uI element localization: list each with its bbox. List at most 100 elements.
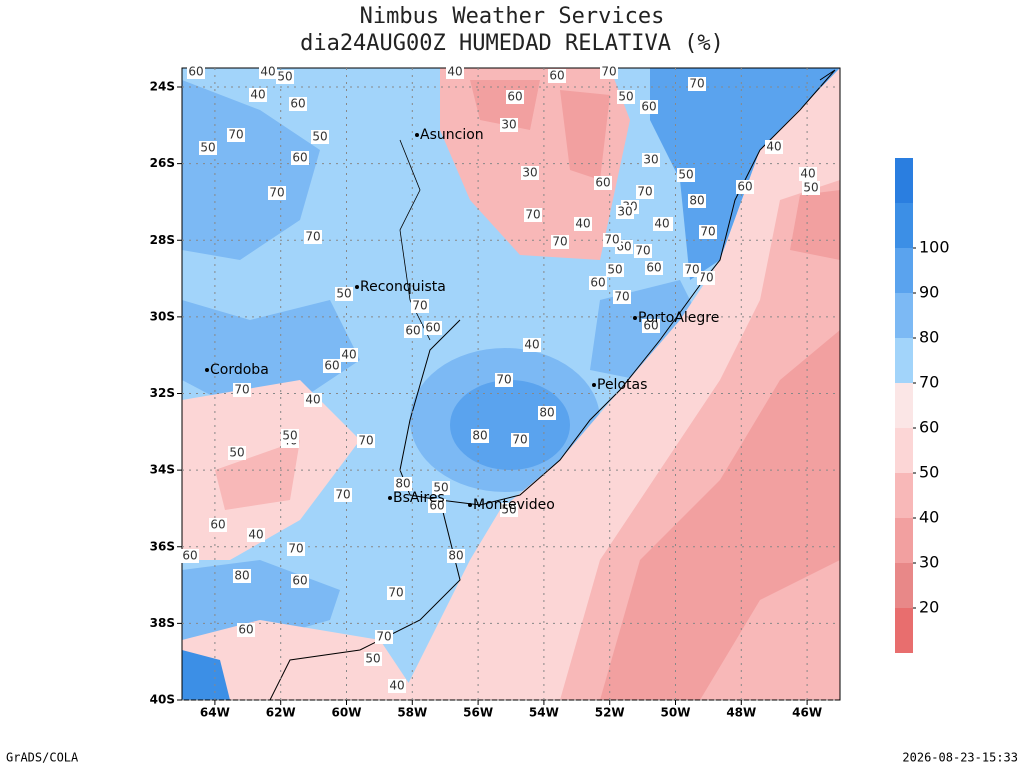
contour-label: 60 [292,574,307,588]
colorbar-box [895,518,913,563]
contour-label: 40 [766,140,781,154]
contour-label: 80 [539,406,554,420]
contour-label: 60 [643,319,658,333]
contour-label-bg [589,276,607,290]
contour-label: 50 [229,446,244,460]
contour-label-bg [600,65,618,79]
contour-label-bg [233,569,251,583]
contour-label: 50 [277,70,292,84]
contour-label-bg [249,88,267,102]
contour-label: 30 [617,205,632,219]
lat-label: 26S [150,156,175,170]
contour-label: 60 [595,176,610,190]
colorbar-box [895,383,913,428]
contour-label-bg [287,542,305,556]
contour-label: 50 [365,652,380,666]
contour-label: 40 [800,167,815,181]
lat-label: 36S [150,539,175,553]
contour-label: 70 [525,208,540,222]
contour-label: 70 [269,186,284,200]
contour-label-bg [634,244,652,258]
contour-label-bg [683,263,701,277]
colorbar-box [895,473,913,518]
contour-label-bg [524,208,542,222]
contour-label-bg [617,90,635,104]
contour-label: 70 [552,235,567,249]
city-marker [355,285,359,289]
colorbar-label: 60 [919,418,939,437]
contour-label: 60 [590,276,605,290]
contour-label: 60 [429,499,444,513]
contour-label: 40 [447,65,462,79]
contour-label: 70 [601,65,616,79]
colorbar-box [895,158,913,203]
contour-label-bg [642,319,660,333]
contour-label: 70 [234,383,249,397]
contour-label: 60 [290,97,305,111]
contour-label: 70 [288,542,303,556]
contour-label: 50 [200,141,215,155]
contour-label: 60 [425,321,440,335]
contour-label-bg [446,65,464,79]
colorbar: 20 30 40 50 60 70 80 90 100 [895,158,950,653]
contour-label: 70 [305,230,320,244]
city-marker [592,383,596,387]
contour-label-bg [227,128,245,142]
contour-label: 70 [412,299,427,313]
contour-label: 40 [260,65,275,79]
contour-label-bg [802,181,820,195]
contour-label-bg [603,233,621,247]
lon-label: 58W [397,706,427,720]
contour-label-bg [304,230,322,244]
contour-label: 50 [678,168,693,182]
colorbar-box [895,248,913,293]
contour-label-bg [259,65,277,79]
colorbar-label: 80 [919,328,939,347]
contour-label-bg [340,348,358,362]
contour-label: 70 [614,290,629,304]
colorbar-label: 100 [919,238,950,257]
contour-label-bg [404,324,422,338]
contour-label: 70 [496,373,511,387]
contour-label: 70 [637,185,652,199]
contour-label: 80 [234,569,249,583]
contour-label: 50 [501,503,516,517]
contour-label-bg [616,205,634,219]
contour-label-bg [411,299,429,313]
humidity-field [182,68,840,700]
contour-label: 70 [689,77,704,91]
footer-right: 2026-08-23-15:33 [902,751,1018,765]
contour-label: 60 [549,69,564,83]
contour-label: 50 [618,90,633,104]
colorbar-box [895,203,913,248]
contour-label-bg [428,499,446,513]
contour-label: 40 [654,217,669,231]
contour-label-bg [311,130,329,144]
contour-label-bg [233,383,251,397]
colorbar-label: 70 [919,373,939,392]
lon-label: 56W [463,706,493,720]
lat-label: 30S [150,309,175,323]
colorbar-label: 50 [919,463,939,482]
contour-label: 50 [607,263,622,277]
contour-label-bg [357,434,375,448]
contour-label-bg [471,429,489,443]
contour-label: 70 [700,225,715,239]
contour-label-bg [291,574,309,588]
contour-label: 60 [405,324,420,338]
colorbar-label: 90 [919,283,939,302]
contour-label-bg [538,406,556,420]
contour-label: 50 [336,287,351,301]
contour-label-bg [511,433,529,447]
lon-label: 62W [266,706,296,720]
contour-label: 70 [335,488,350,502]
contour-label: 70 [388,586,403,600]
contour-label-bg [388,679,406,693]
lat-label: 34S [150,463,175,477]
city-label: Reconquista [360,279,446,295]
contour-label-bg [276,70,294,84]
contour-label: 60 [210,518,225,532]
contour-label: 70 [698,271,713,285]
contour-label-bg [548,69,566,83]
contour-label-bg [209,518,227,532]
